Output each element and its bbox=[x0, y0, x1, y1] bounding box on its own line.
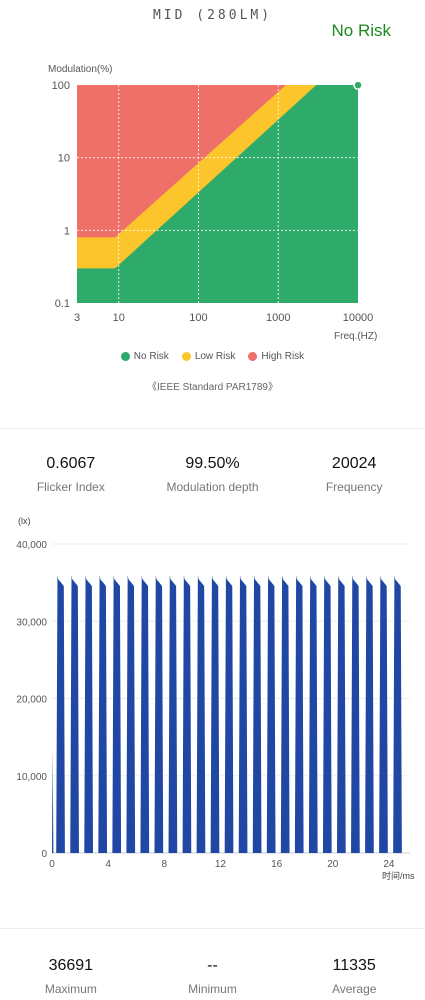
wave-pulse bbox=[238, 574, 248, 853]
wave-pulse bbox=[210, 574, 220, 853]
risk-plot-area bbox=[77, 80, 363, 303]
measurement-point bbox=[353, 80, 363, 90]
wave-x-tick-label: 4 bbox=[105, 859, 111, 870]
wave-x-tick-label: 20 bbox=[327, 859, 339, 870]
wave-x-tick-label: 24 bbox=[383, 859, 395, 870]
legend-item-high-risk: High Risk bbox=[248, 351, 304, 362]
risk-x-axis-label: Freq.(HZ) bbox=[334, 331, 377, 342]
stat-minimum: -- Minimum bbox=[142, 957, 284, 996]
risk-x-tick-label: 10000 bbox=[343, 312, 374, 324]
stat-value: 11335 bbox=[332, 957, 376, 974]
stat-maximum: 36691 Maximum bbox=[0, 957, 142, 996]
wave-pulse bbox=[280, 574, 290, 853]
stat-flicker-index: 0.6067 Flicker Index bbox=[0, 455, 142, 494]
flicker-stats: 0.6067 Flicker Index 99.50% Modulation d… bbox=[0, 455, 425, 494]
stat-label: Maximum bbox=[44, 982, 97, 996]
low-risk-dot-icon bbox=[181, 352, 191, 361]
wave-pulse bbox=[351, 574, 360, 853]
wave-y-tick-label: 30,000 bbox=[16, 617, 47, 628]
wave-y-tick-label: 20,000 bbox=[16, 695, 47, 706]
no-risk-region bbox=[77, 85, 358, 303]
wave-pulse bbox=[379, 574, 388, 853]
high-risk-dot-icon bbox=[248, 352, 258, 361]
risk-x-tick-label: 3 bbox=[74, 312, 80, 324]
stat-label: Modulation depth bbox=[166, 480, 259, 494]
wave-x-tick-label: 12 bbox=[215, 859, 227, 870]
risk-y-tick-label: 1 bbox=[64, 225, 70, 237]
wave-y-tick-label: 0 bbox=[41, 849, 47, 860]
risk-x-tick-label: 1000 bbox=[266, 312, 290, 324]
wave-pulse bbox=[182, 574, 192, 853]
wave-transient bbox=[52, 748, 54, 853]
wave-x-tick-label: 16 bbox=[271, 859, 283, 870]
wave-y-tick-label: 40,000 bbox=[16, 540, 47, 551]
wave-x-tick-label: 0 bbox=[49, 859, 55, 870]
risk-grid bbox=[77, 85, 358, 303]
wave-pulse bbox=[224, 574, 234, 853]
wave-pulse bbox=[196, 574, 206, 853]
stat-modulation-depth: 99.50% Modulation depth bbox=[142, 455, 284, 494]
wave-y-tick-label: 10,000 bbox=[16, 772, 47, 783]
wave-pulse bbox=[252, 574, 262, 853]
divider-top bbox=[0, 428, 425, 429]
wave-pulse bbox=[365, 574, 374, 853]
wave-pulse bbox=[112, 574, 122, 853]
wave-pulse bbox=[308, 574, 318, 853]
risk-legend: No Risk Low Risk High Risk bbox=[0, 351, 425, 362]
stat-label: Flicker Index bbox=[36, 480, 105, 494]
stat-label: Average bbox=[331, 982, 377, 996]
risk-x-tick-label: 10 bbox=[113, 312, 125, 324]
wave-plot-area bbox=[52, 574, 402, 853]
wave-pulse bbox=[56, 574, 65, 853]
stat-frequency: 20024 Frequency bbox=[283, 455, 425, 494]
no-risk-dot-icon bbox=[120, 352, 130, 361]
legend-label-high-risk: High Risk bbox=[261, 351, 305, 362]
illuminance-stats: 36691 Maximum -- Minimum 11335 Average bbox=[0, 957, 425, 996]
wave-x-axis-label: 时间/ms bbox=[382, 870, 415, 881]
legend-item-no-risk: No Risk bbox=[120, 351, 169, 362]
risk-y-ticks: 100 10 1 0.1 bbox=[52, 80, 70, 310]
risk-x-tick-label: 100 bbox=[189, 312, 207, 324]
waveform-chart: (lx) 0 10,000 20,000 30,000 40,000 0 4 8 12 16 20… bbox=[16, 516, 415, 881]
stat-label: Frequency bbox=[325, 480, 383, 494]
wave-pulse bbox=[294, 574, 304, 853]
legend-label-low-risk: Low Risk bbox=[194, 351, 236, 362]
mode-title: MID (280LM) bbox=[152, 8, 273, 23]
risk-status: No Risk bbox=[331, 21, 391, 40]
wave-pulse bbox=[322, 574, 332, 853]
wave-pulse bbox=[168, 574, 178, 853]
risk-x-ticks: 3 10 100 1000 10000 bbox=[74, 312, 373, 324]
wave-pulse bbox=[336, 574, 346, 853]
stat-average: 11335 Average bbox=[283, 957, 425, 996]
risk-y-tick-label: 0.1 bbox=[55, 298, 70, 310]
stat-value: -- bbox=[207, 957, 218, 974]
risk-y-axis-label: Modulation(%) bbox=[48, 64, 112, 75]
stat-value: 20024 bbox=[331, 455, 377, 472]
wave-pulse bbox=[266, 574, 276, 853]
wave-pulse bbox=[140, 574, 150, 853]
divider-bottom bbox=[0, 928, 425, 929]
wave-pulse bbox=[154, 574, 164, 853]
standard-note: 《IEEE Standard PAR1789》 bbox=[147, 382, 278, 393]
wave-x-ticks: 0 4 8 12 16 20 24 bbox=[49, 859, 395, 870]
wave-y-axis-label: (lx) bbox=[18, 516, 31, 526]
stat-value: 0.6067 bbox=[46, 455, 96, 472]
stat-label: Minimum bbox=[188, 982, 237, 996]
stat-value: 36691 bbox=[48, 957, 94, 974]
wave-pulse bbox=[70, 574, 79, 853]
wave-x-tick-label: 8 bbox=[162, 859, 168, 870]
legend-item-low-risk: Low Risk bbox=[181, 351, 236, 362]
stat-value: 99.50% bbox=[185, 455, 240, 472]
risk-y-tick-label: 10 bbox=[58, 153, 70, 165]
wave-pulse bbox=[126, 574, 136, 853]
wave-pulse bbox=[84, 574, 93, 853]
risk-y-tick-label: 100 bbox=[52, 80, 70, 92]
wave-pulse bbox=[393, 574, 402, 853]
legend-label-no-risk: No Risk bbox=[133, 351, 169, 362]
wave-y-ticks: 0 10,000 20,000 30,000 40,000 bbox=[16, 540, 47, 860]
wave-pulse bbox=[98, 574, 108, 853]
